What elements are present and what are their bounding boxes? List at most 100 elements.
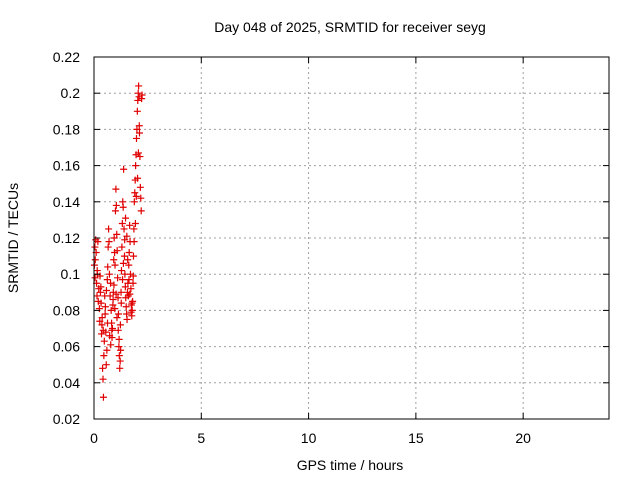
data-point bbox=[96, 272, 104, 280]
data-point bbox=[104, 243, 112, 251]
x-tick-label: 10 bbox=[301, 430, 317, 446]
data-point bbox=[132, 192, 140, 200]
data-point bbox=[134, 89, 142, 97]
data-point bbox=[102, 361, 110, 369]
data-point bbox=[104, 319, 112, 327]
y-tick-label: 0.18 bbox=[53, 121, 80, 137]
data-point bbox=[134, 149, 142, 157]
x-tick-label: 15 bbox=[408, 430, 424, 446]
data-point bbox=[108, 325, 116, 332]
x-tick-label: 0 bbox=[90, 430, 98, 446]
data-point bbox=[125, 261, 133, 269]
chart-title: Day 048 of 2025, SRMTID for receiver sey… bbox=[214, 19, 486, 35]
data-point bbox=[115, 352, 123, 360]
data-point bbox=[124, 256, 132, 264]
data-point bbox=[99, 393, 107, 401]
data-point bbox=[135, 122, 143, 130]
data-point bbox=[117, 299, 125, 307]
data-point bbox=[132, 162, 140, 170]
data-point bbox=[116, 321, 124, 329]
data-point bbox=[113, 314, 121, 322]
data-point bbox=[93, 292, 101, 300]
data-point bbox=[122, 303, 130, 311]
data-point bbox=[137, 207, 145, 215]
x-axis-label: GPS time / hours bbox=[297, 457, 404, 473]
x-tick-labels: 0 5 10 15 20 bbox=[90, 430, 531, 446]
data-point bbox=[127, 285, 135, 293]
data-point bbox=[95, 305, 103, 313]
data-point bbox=[104, 263, 112, 271]
data-point bbox=[122, 214, 130, 222]
data-point bbox=[97, 299, 105, 307]
data-point bbox=[135, 82, 143, 90]
grid-lines bbox=[94, 57, 609, 419]
data-point bbox=[134, 174, 142, 182]
data-point bbox=[119, 259, 127, 267]
data-point bbox=[106, 292, 114, 300]
data-point bbox=[120, 165, 128, 173]
data-point bbox=[129, 297, 137, 305]
y-tick-label: 0.06 bbox=[53, 339, 80, 355]
axis-ticks bbox=[93, 56, 609, 420]
data-point bbox=[106, 332, 114, 340]
data-point bbox=[111, 261, 119, 269]
data-point bbox=[119, 203, 127, 211]
x-tick-label: 20 bbox=[515, 430, 531, 446]
data-point bbox=[102, 286, 110, 294]
y-tick-label: 0.02 bbox=[53, 411, 80, 427]
y-axis-label: SRMTID / TECUs bbox=[5, 183, 21, 293]
data-point bbox=[91, 243, 99, 251]
data-point bbox=[137, 194, 145, 202]
data-point bbox=[123, 232, 131, 240]
data-point bbox=[130, 225, 138, 233]
y-tick-label: 0.2 bbox=[61, 85, 81, 101]
data-point bbox=[96, 317, 104, 325]
data-point bbox=[126, 290, 134, 298]
data-point bbox=[117, 267, 125, 275]
data-point bbox=[136, 153, 144, 161]
data-point bbox=[127, 301, 135, 309]
data-point bbox=[118, 243, 126, 251]
data-point bbox=[114, 294, 122, 302]
y-tick-label: 0.12 bbox=[53, 230, 80, 246]
data-point bbox=[107, 306, 115, 314]
data-point bbox=[135, 129, 143, 137]
data-point bbox=[98, 314, 106, 322]
data-point bbox=[121, 283, 129, 291]
data-point bbox=[125, 248, 133, 256]
plot-frame bbox=[93, 56, 610, 420]
y-tick-label: 0.04 bbox=[53, 375, 80, 391]
data-point bbox=[117, 288, 125, 296]
data-point bbox=[91, 274, 99, 282]
data-point bbox=[110, 281, 118, 289]
data-point bbox=[132, 134, 140, 142]
data-point bbox=[91, 256, 99, 264]
data-point bbox=[113, 230, 121, 238]
data-point bbox=[99, 364, 107, 372]
data-point bbox=[128, 299, 136, 307]
data-point bbox=[111, 207, 119, 215]
data-point bbox=[110, 234, 118, 242]
data-point bbox=[105, 270, 113, 278]
data-point bbox=[111, 305, 119, 313]
data-point bbox=[121, 236, 129, 244]
data-point bbox=[120, 252, 128, 260]
data-point bbox=[130, 238, 138, 246]
data-points bbox=[90, 82, 146, 401]
data-point bbox=[103, 346, 111, 354]
data-point bbox=[115, 343, 123, 351]
y-tick-label: 0.1 bbox=[61, 266, 81, 282]
data-point bbox=[115, 335, 123, 343]
data-point bbox=[101, 310, 109, 318]
y-tick-labels: 0.02 0.04 0.06 0.08 0.1 0.12 0.14 0.16 0.18 0.2 0.… bbox=[53, 49, 80, 427]
data-point bbox=[112, 185, 120, 193]
data-point bbox=[94, 238, 102, 246]
data-point bbox=[126, 221, 134, 229]
data-point bbox=[100, 337, 108, 345]
data-point bbox=[99, 326, 107, 334]
data-point bbox=[131, 220, 139, 228]
data-point bbox=[98, 321, 106, 329]
data-point bbox=[120, 225, 128, 233]
data-point bbox=[113, 247, 121, 255]
data-point bbox=[117, 346, 125, 354]
